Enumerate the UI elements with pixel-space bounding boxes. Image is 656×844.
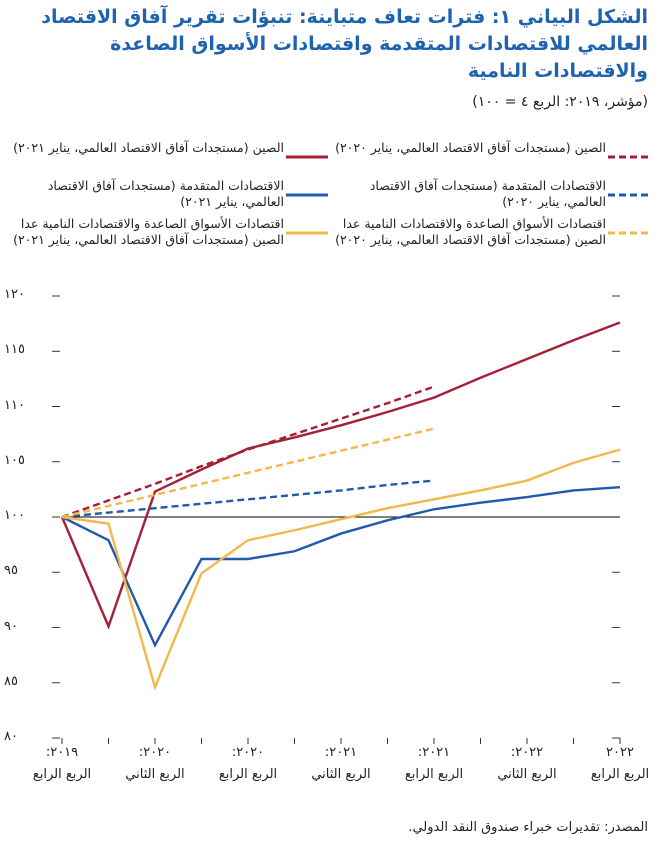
y-tick-label: ٨٥ xyxy=(4,673,18,689)
legend-item: اقتصادات الأسواق الصاعدة والاقتصادات الن… xyxy=(330,216,652,248)
legend-item: الاقتصادات المتقدمة (مستجدات آفاق الاقتص… xyxy=(330,178,652,210)
legend-label: اقتصادات الأسواق الصاعدة والاقتصادات الن… xyxy=(13,216,284,247)
chart-subtitle: (مؤشر، ٢٠١٩: الربع ٤ = ١٠٠) xyxy=(472,94,648,110)
legend-item: الصين (مستجدات آفاق الاقتصاد العالمي، ين… xyxy=(4,140,330,160)
y-tick-label: ١١٥ xyxy=(4,342,25,358)
legend-label: الصين (مستجدات آفاق الاقتصاد العالمي، ين… xyxy=(13,140,284,155)
y-tick-label: ١٠٥ xyxy=(4,452,25,468)
legend-label: الاقتصادات المتقدمة (مستجدات آفاق الاقتص… xyxy=(369,178,606,209)
x-tick-label: ٢٠٢١: الربع الثاني xyxy=(311,745,371,782)
legend-label: الاقتصادات المتقدمة (مستجدات آفاق الاقتص… xyxy=(47,178,284,209)
series-line xyxy=(60,321,621,630)
legend-item: الاقتصادات المتقدمة (مستجدات آفاق الاقتص… xyxy=(4,178,330,210)
x-tick-label: ٢٠٢٢ الربع الرابع xyxy=(590,745,650,782)
y-tick-label: ٨٠ xyxy=(4,729,18,744)
legend-swatch xyxy=(286,193,328,197)
legend-item: الصين (مستجدات آفاق الاقتصاد العالمي، ين… xyxy=(330,140,652,160)
x-tick-label: ٢٠٢٢: الربع الثاني xyxy=(497,745,557,782)
y-tick-label: ٩٥ xyxy=(4,563,18,579)
legend-item: اقتصادات الأسواق الصاعدة والاقتصادات الن… xyxy=(4,216,330,248)
legend-swatch xyxy=(286,155,328,159)
legend-swatch xyxy=(608,193,650,197)
source-note: المصدر: تقديرات خبراء صندوق النقد الدولي… xyxy=(408,820,648,835)
y-tick-label: ٩٠ xyxy=(4,618,18,634)
series-line xyxy=(61,485,621,648)
chart-title: الشكل البياني ١: فترات تعاف متباينة: تنب… xyxy=(41,6,648,82)
x-tick-label: ٢٠٢٠: الربع الثاني xyxy=(125,745,185,782)
x-tick-label: ٢٠٢٠: الربع الرابع xyxy=(218,745,278,782)
x-tick-label: ٢٠٢١: الربع الرابع xyxy=(404,745,464,782)
y-tick-label: ١٢٠ xyxy=(4,287,25,302)
series-line xyxy=(61,385,435,519)
series-line xyxy=(61,427,435,519)
series-line xyxy=(61,448,621,691)
legend-swatch xyxy=(608,231,650,235)
series-line xyxy=(61,479,435,519)
legend-swatch xyxy=(608,155,650,159)
x-tick-label: ٢٠١٩: الربع الرابع xyxy=(32,745,92,782)
y-tick-label: ١١٠ xyxy=(4,397,25,413)
legend-label: الصين (مستجدات آفاق الاقتصاد العالمي، ين… xyxy=(335,140,606,155)
legend-label: اقتصادات الأسواق الصاعدة والاقتصادات الن… xyxy=(335,216,606,247)
legend-swatch xyxy=(286,231,328,235)
y-tick-label: ١٠٠ xyxy=(4,508,25,523)
